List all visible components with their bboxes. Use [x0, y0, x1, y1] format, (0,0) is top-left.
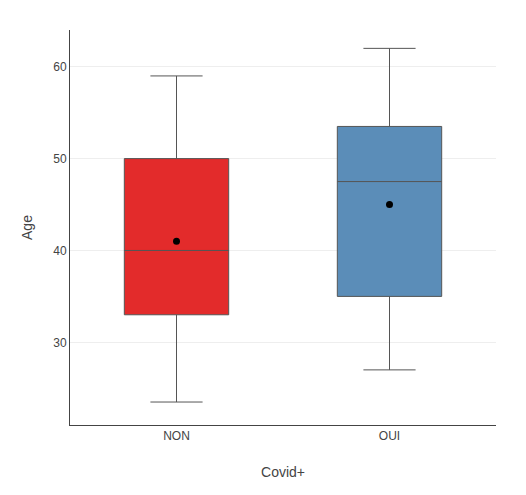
svg-text:NON: NON [163, 429, 190, 443]
svg-text:40: 40 [53, 244, 67, 258]
svg-text:30: 30 [53, 336, 67, 350]
svg-text:Covid+: Covid+ [261, 464, 305, 480]
svg-text:OUI: OUI [379, 429, 400, 443]
svg-text:50: 50 [53, 152, 67, 166]
svg-text:60: 60 [53, 60, 67, 74]
svg-text:Age: Age [19, 215, 35, 240]
